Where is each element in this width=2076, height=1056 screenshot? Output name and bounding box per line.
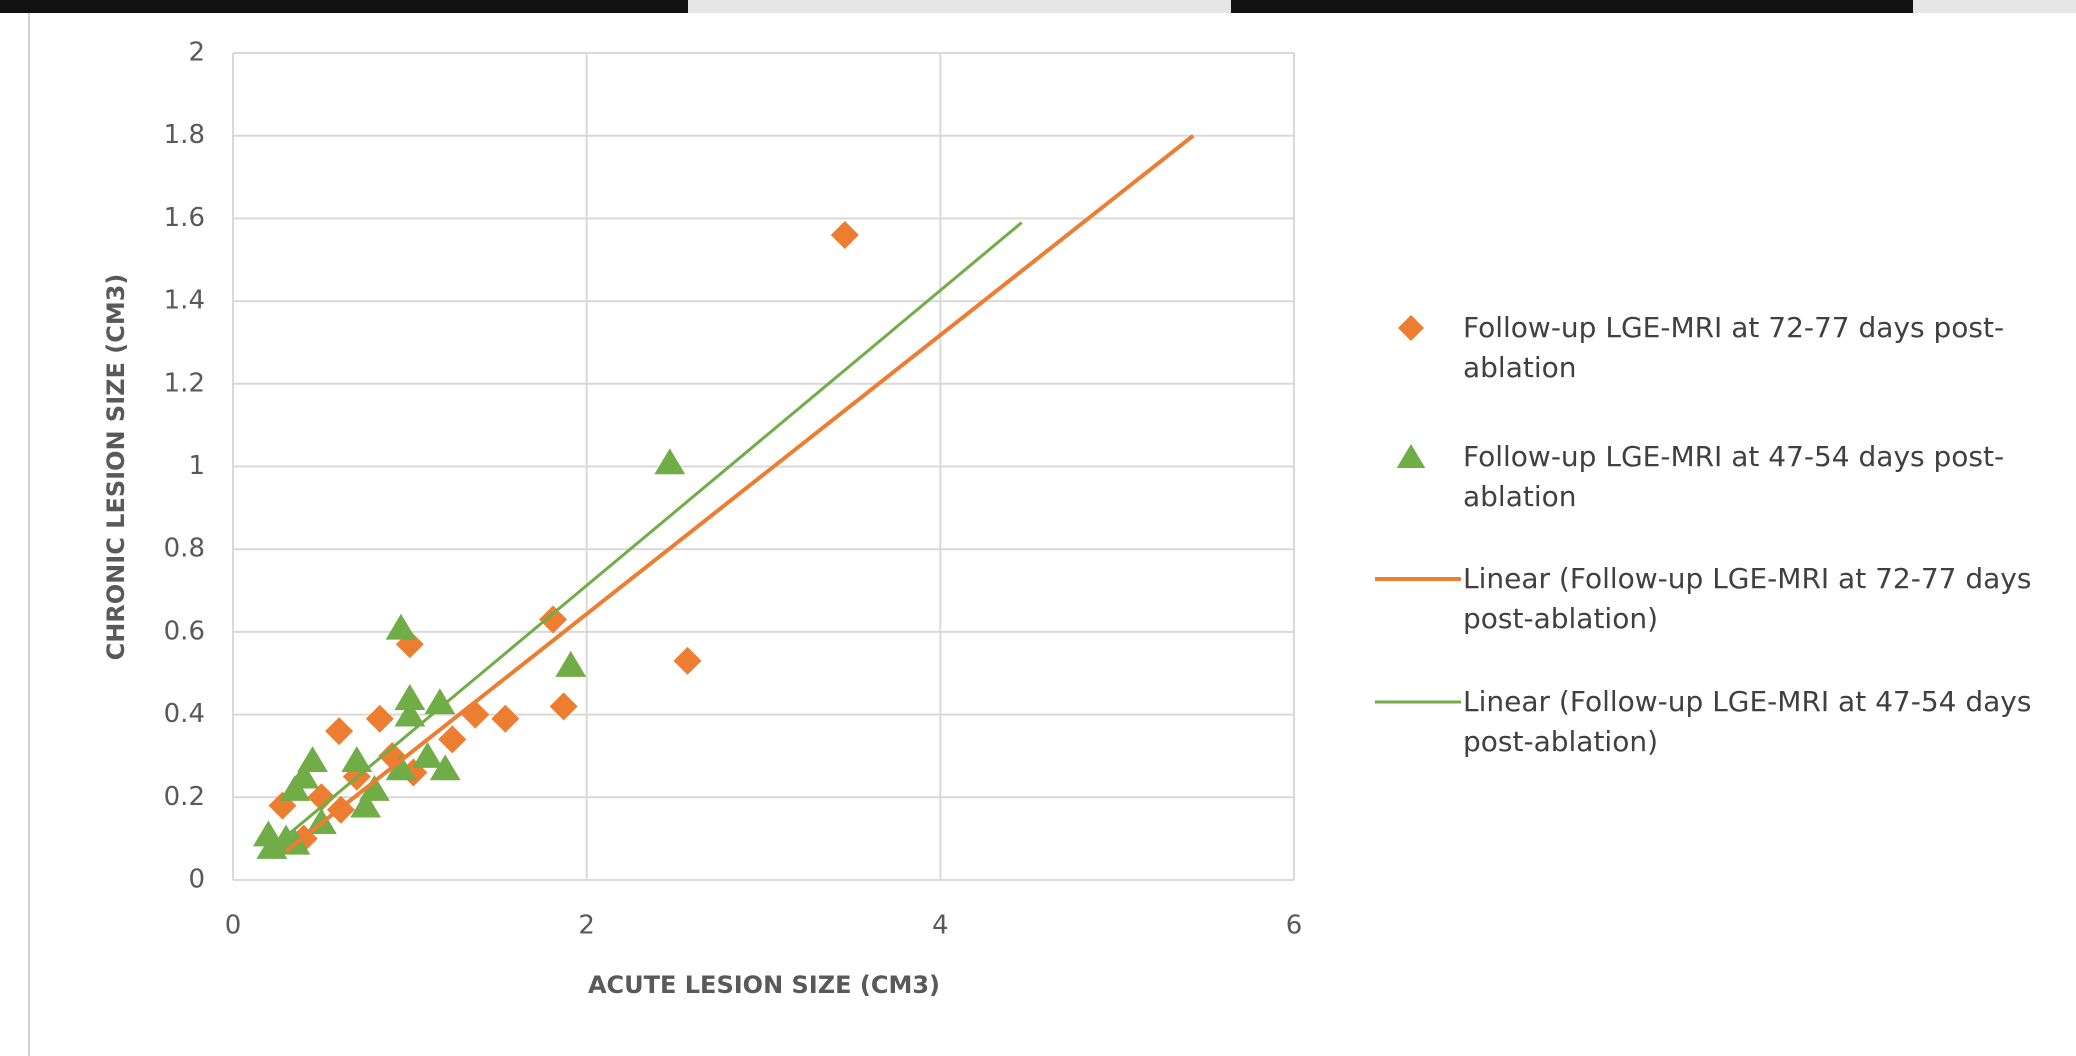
y-tick-label: 1.2 — [164, 368, 205, 398]
point — [424, 688, 455, 714]
legend-label: Follow-up LGE-MRI at 47-54 days post-abl… — [1463, 437, 2063, 517]
y-tick-label: 2 — [188, 38, 205, 68]
x-tick-label: 0 — [225, 911, 242, 941]
photo-strip — [688, 0, 1231, 13]
trendline — [268, 223, 1021, 852]
y-tick-label: 0 — [188, 865, 205, 895]
photo-strip — [1913, 0, 2076, 13]
y-axis-title: CHRONIC LESION SIZE (CM3) — [102, 274, 130, 661]
point — [550, 692, 578, 720]
chart: ACUTE LESION SIZE (CM3) CHRONIC LESION S… — [0, 0, 2076, 1056]
y-tick-label: 0.2 — [164, 782, 205, 812]
photo-strip — [1231, 0, 1913, 13]
legend-swatch — [1397, 444, 1426, 468]
x-axis-title: ACUTE LESION SIZE (CM3) — [588, 971, 940, 999]
photo-strip — [0, 0, 688, 13]
y-tick-label: 1.4 — [164, 286, 205, 316]
point — [539, 605, 567, 633]
x-tick-label: 6 — [1286, 911, 1303, 941]
point — [491, 705, 519, 733]
legend-label: Linear (Follow-up LGE-MRI at 47-54 days … — [1463, 682, 2063, 762]
legend-swatch — [1398, 315, 1424, 341]
y-tick-label: 0.6 — [164, 616, 205, 646]
y-tick-label: 1 — [188, 451, 205, 481]
legend-label: Linear (Follow-up LGE-MRI at 72-77 days … — [1463, 559, 2063, 639]
trendline — [286, 136, 1193, 851]
y-tick-label: 0.8 — [164, 534, 205, 564]
legend-label: Follow-up LGE-MRI at 72-77 days post-abl… — [1463, 308, 2063, 388]
point — [325, 717, 353, 745]
point — [386, 614, 417, 640]
x-tick-label: 2 — [578, 911, 595, 941]
point — [654, 448, 685, 474]
point — [461, 701, 489, 729]
y-tick-label: 0.4 — [164, 699, 205, 729]
page: {"chart_data": { "type": "scatter", "x_l… — [0, 0, 2076, 1056]
y-tick-label: 1.6 — [164, 203, 205, 233]
x-tick-label: 4 — [932, 911, 949, 941]
point — [831, 221, 859, 249]
point — [366, 705, 394, 733]
point — [673, 647, 701, 675]
point — [555, 651, 586, 677]
y-tick-label: 1.8 — [164, 120, 205, 150]
